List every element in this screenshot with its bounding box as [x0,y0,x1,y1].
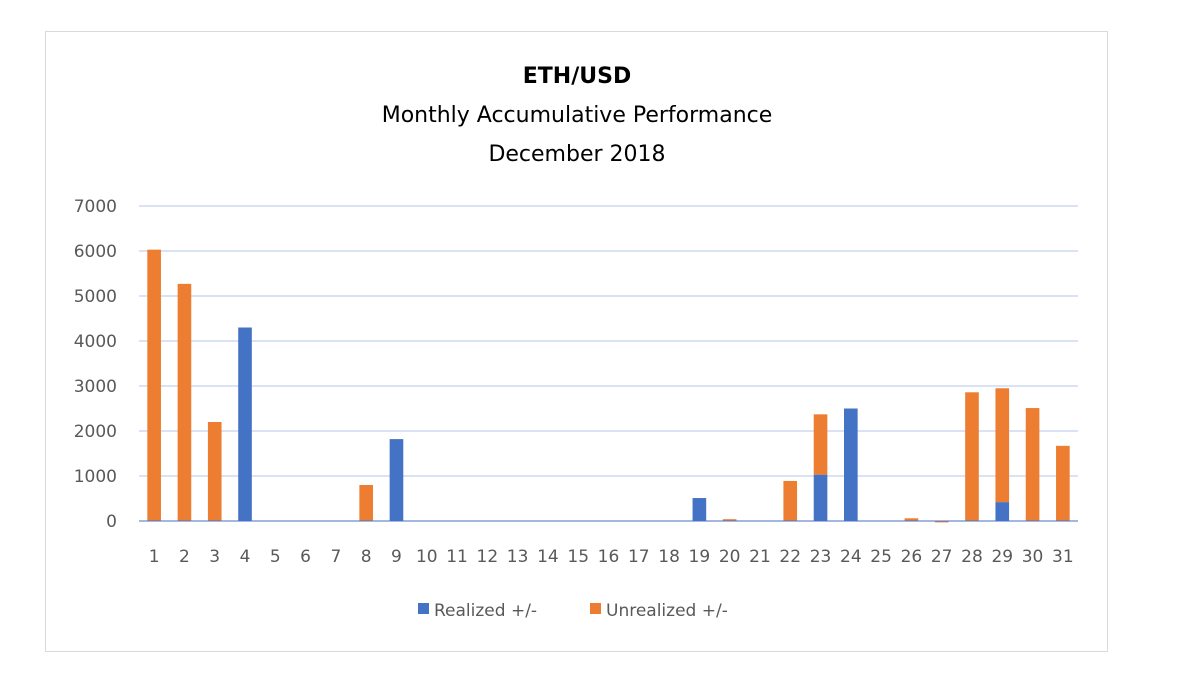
legend-swatch-realized [418,603,429,614]
x-tick-label: 23 [810,547,832,567]
x-tick-label: 6 [300,547,311,567]
x-tick-label: 26 [901,547,923,567]
x-tick-label: 2 [179,547,190,567]
x-tick-label: 5 [270,547,281,567]
y-tick-label: 7000 [74,197,117,217]
x-tick-label: 28 [961,547,983,567]
bar-unrealized-day-22 [783,480,798,521]
chart-subtitle-line-1: Monthly Accumulative Performance [382,103,773,128]
y-axis-ticks: 0 1000 2000 3000 4000 5000 6000 7000 [74,197,117,532]
x-tick-label: 4 [240,547,251,567]
bar-unrealized-day-3 [207,422,222,521]
bars [147,249,1070,523]
x-tick-label: 8 [361,547,372,567]
y-tick-label: 3000 [74,377,117,397]
legend-label-realized: Realized +/- [434,601,537,621]
chart-svg: ETH/USD Monthly Accumulative Performance… [74,64,1078,621]
y-tick-label: 1000 [74,467,117,487]
x-tick-label: 16 [598,547,620,567]
legend-swatch-unrealized [590,603,601,614]
bar-realized-day-9 [389,439,404,521]
x-tick-label: 12 [477,547,499,567]
bar-unrealized-day-29 [995,388,1010,503]
legend-label-unrealized: Unrealized +/- [606,601,728,621]
y-tick-label: 4000 [74,332,117,352]
x-tick-label: 13 [507,547,529,567]
x-tick-label: 10 [416,547,438,567]
x-tick-label: 27 [931,547,953,567]
bar-unrealized-day-28 [965,392,979,521]
x-tick-label: 30 [1022,547,1044,567]
bar-unrealized-day-2 [177,283,192,521]
bar-unrealized-day-30 [1025,408,1040,521]
x-tick-label: 14 [537,547,559,567]
x-tick-label: 25 [870,547,892,567]
bar-realized-day-29 [995,502,1010,521]
bar-unrealized-day-23 [813,414,828,475]
y-tick-label: 0 [106,512,117,532]
x-tick-label: 1 [149,547,160,567]
x-tick-label: 17 [628,547,650,567]
bar-realized-day-24 [844,408,858,521]
x-tick-label: 15 [567,547,589,567]
chart-frame: ETH/USD Monthly Accumulative Performance… [45,31,1108,652]
chart-title: ETH/USD [523,64,631,89]
bar-unrealized-day-26 [904,518,919,521]
bar-unrealized-day-8 [359,485,373,521]
bar-unrealized-day-20 [722,519,737,521]
bar-unrealized-day-1 [147,249,161,521]
x-tick-label: 21 [749,547,771,567]
bar-realized-day-19 [692,498,707,521]
x-axis-ticks: 1 2 3 4 5 6 7 8 9 10 11 12 13 14 15 16 17 18 19 20 21 22 23 24 2… [149,547,1074,567]
bar-unrealized-day-27 [934,521,949,523]
x-tick-label: 20 [719,547,741,567]
legend: Realized +/- Unrealized +/- [418,601,728,621]
x-tick-label: 9 [391,547,402,567]
y-tick-label: 6000 [74,242,117,262]
x-tick-label: 29 [991,547,1013,567]
bar-realized-day-23 [813,474,828,521]
x-tick-label: 24 [840,547,862,567]
bar-unrealized-day-31 [1056,445,1070,521]
x-tick-label: 18 [658,547,680,567]
x-tick-label: 22 [779,547,801,567]
x-tick-label: 19 [689,547,711,567]
chart-subtitle-line-2: December 2018 [488,142,665,167]
x-tick-label: 7 [330,547,341,567]
x-tick-label: 31 [1052,547,1074,567]
y-tick-label: 5000 [74,287,117,307]
x-tick-label: 11 [446,547,468,567]
y-tick-label: 2000 [74,422,117,442]
x-tick-label: 3 [209,547,220,567]
bar-realized-day-4 [238,327,252,521]
gridlines [139,205,1078,477]
